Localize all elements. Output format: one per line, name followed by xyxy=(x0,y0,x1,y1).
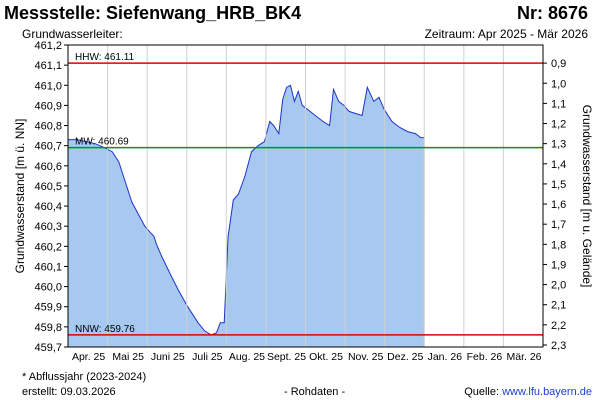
y-tick-label-right: 1,0 xyxy=(551,78,566,90)
reference-label-0: HHW: 461.11 xyxy=(75,52,135,63)
y-tick-label-left: 460,2 xyxy=(34,241,62,253)
y-tick-label-left: 461,0 xyxy=(34,80,62,92)
y-tick-label-right: 2,0 xyxy=(551,280,566,292)
y-axis-title-right: Grundwasserstand [m u. Gelände] xyxy=(580,105,594,288)
plot-frame xyxy=(67,44,544,348)
aquifer-label: Grundwasserleiter: xyxy=(22,27,123,41)
y-tick-label-left: 460,8 xyxy=(34,121,62,133)
y-tick-label-left: 461,2 xyxy=(34,40,62,52)
x-tick-label: Mai 25 xyxy=(112,351,144,363)
y-tick-label-left: 460,7 xyxy=(34,141,62,153)
y-tick-label-right: 1,9 xyxy=(551,259,566,271)
reference-label-1: MW: 460.69 xyxy=(75,137,129,148)
y-tick-label-left: 460,6 xyxy=(34,161,62,173)
station-number: Nr: 8676 xyxy=(516,3,588,23)
series-area xyxy=(68,85,425,348)
y-tick-label-left: 459,9 xyxy=(34,302,62,314)
y-tick-label-right: 1,1 xyxy=(551,98,566,110)
period-label: Zeitraum: Apr 2025 - Mär 2026 xyxy=(424,27,588,41)
y-tick-label-left: 459,8 xyxy=(34,322,62,334)
y-tick-label-right: 0,9 xyxy=(551,58,566,70)
reference-label-2: NNW: 459.76 xyxy=(75,324,135,335)
y-tick-label-right: 1,6 xyxy=(551,199,566,211)
x-tick-label: Juni 25 xyxy=(151,351,185,363)
source-prefix: Quelle: xyxy=(464,386,503,398)
y-tick-label-right: 2,2 xyxy=(551,320,566,332)
y-tick-label-left: 460,5 xyxy=(34,181,62,193)
y-tick-label-right: 1,3 xyxy=(551,139,566,151)
y-tick-label-right: 1,5 xyxy=(551,179,566,191)
x-tick-label: Dez. 25 xyxy=(387,351,423,363)
x-tick-label: Feb. 26 xyxy=(467,351,503,363)
y-tick-label-left: 460,1 xyxy=(34,261,62,273)
y-tick-label-right: 1,4 xyxy=(551,159,566,171)
x-tick-label: Apr. 25 xyxy=(72,351,105,363)
y-tick-label-left: 460,3 xyxy=(34,221,62,233)
rawdata-label: - Rohdaten - xyxy=(284,386,346,398)
source-link[interactable]: www.lfu.bayern.de xyxy=(502,386,592,398)
y-tick-label-right: 1,7 xyxy=(551,219,566,231)
y-tick-label-right: 1,8 xyxy=(551,239,566,251)
x-tick-label: Jan. 26 xyxy=(428,351,463,363)
x-tick-label: Nov. 25 xyxy=(348,351,384,363)
y-tick-label-left: 460,0 xyxy=(34,282,62,294)
x-tick-label: Sept. 25 xyxy=(267,351,306,363)
series-line xyxy=(68,84,425,336)
y-tick-label-left: 459,7 xyxy=(34,342,62,354)
y-tick-label-left: 460,9 xyxy=(34,100,62,112)
y-tick-label-right: 2,3 xyxy=(551,340,566,352)
footnote: * Abflussjahr (2023-2024) xyxy=(22,371,147,383)
x-tick-label: Okt. 25 xyxy=(309,351,343,363)
y-tick-label-right: 2,1 xyxy=(551,300,566,312)
x-tick-label: Mär. 26 xyxy=(506,351,541,363)
y-tick-label-right: 1,2 xyxy=(551,119,566,131)
y-tick-label-left: 460,4 xyxy=(34,201,62,213)
created-date: erstellt: 09.03.2026 xyxy=(22,386,116,398)
x-tick-label: Aug. 25 xyxy=(229,351,265,363)
y-tick-label-left: 461,1 xyxy=(34,60,62,72)
source-label: Quelle: www.lfu.bayern.de xyxy=(464,386,592,398)
x-tick-label: Juli 25 xyxy=(192,351,223,363)
y-axis-title-left: Grundwasserstand [m ü. NN] xyxy=(13,119,27,274)
station-title: Messstelle: Siefenwang_HRB_BK4 xyxy=(4,3,302,23)
